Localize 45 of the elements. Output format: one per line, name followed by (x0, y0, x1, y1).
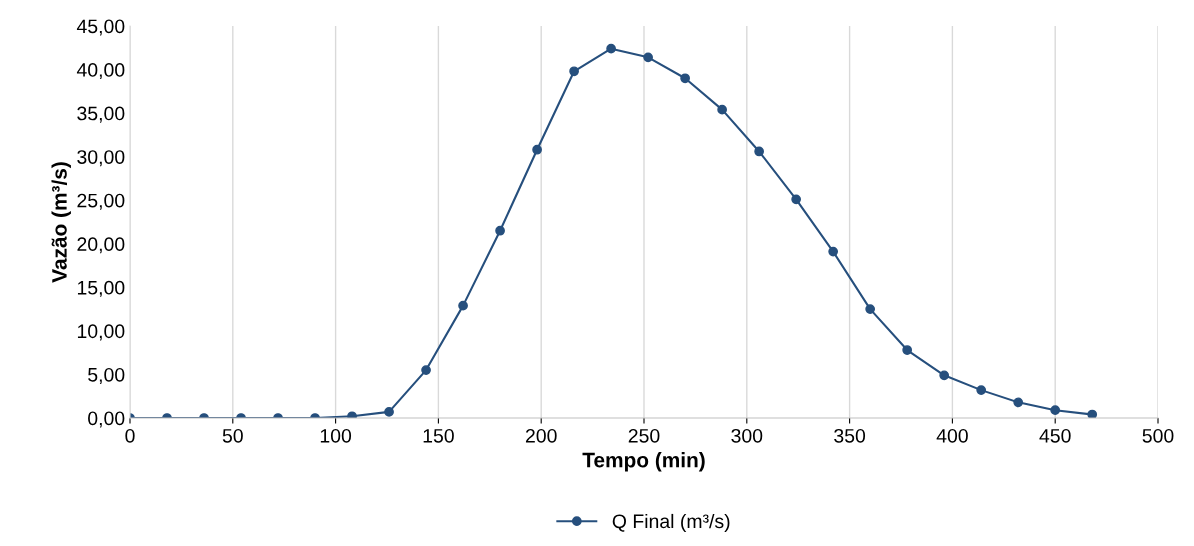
point (606, 43, 616, 54)
point (680, 73, 690, 84)
point (791, 194, 802, 205)
y-tick-label: 25,00 (77, 193, 125, 210)
x-tick-label: 0 (125, 428, 135, 443)
point (347, 411, 357, 418)
x-tick-label: 500 (1142, 428, 1174, 443)
x-tick-label: 350 (834, 428, 866, 443)
point (643, 52, 653, 63)
point (902, 345, 913, 355)
y-tick-label: 40,00 (76, 63, 125, 80)
point (865, 304, 876, 314)
legend-label: Q Final (m³/s) (612, 513, 730, 533)
point (828, 246, 839, 257)
x-tick-label: 450 (1039, 428, 1071, 443)
x-axis-title: Tempo (min) (582, 452, 705, 472)
x-tick-label: 250 (628, 428, 660, 443)
y-tick-label: 30,00 (77, 150, 125, 167)
point (1013, 397, 1024, 408)
point (717, 104, 727, 115)
point (421, 365, 431, 375)
point (976, 385, 987, 395)
x-tick-label: 400 (936, 428, 968, 443)
x-tick-label: 200 (525, 428, 557, 443)
point (1050, 405, 1061, 416)
point (569, 66, 579, 77)
y-tick-label: 45,00 (76, 19, 125, 36)
point (754, 146, 764, 157)
x-tick-label: 50 (222, 428, 243, 443)
x-tick-label: 150 (423, 428, 454, 443)
point (1087, 409, 1098, 418)
y-tick-label: 35,00 (77, 106, 125, 123)
y-tick-label: 20,00 (77, 237, 125, 254)
y-tick-label: 15,00 (77, 280, 125, 297)
point (458, 300, 468, 311)
point (532, 144, 542, 155)
point (384, 407, 394, 417)
x-tick-label: 300 (731, 428, 763, 443)
point (939, 370, 950, 381)
y-tick-label: 10,00 (77, 324, 125, 341)
y-tick-label: 0,00 (88, 411, 125, 428)
point (495, 225, 505, 236)
y-tick-label: 5,00 (88, 367, 125, 384)
x-tick-label: 100 (320, 428, 352, 443)
y-axis-title: Vazão (m³/s) (51, 162, 71, 283)
